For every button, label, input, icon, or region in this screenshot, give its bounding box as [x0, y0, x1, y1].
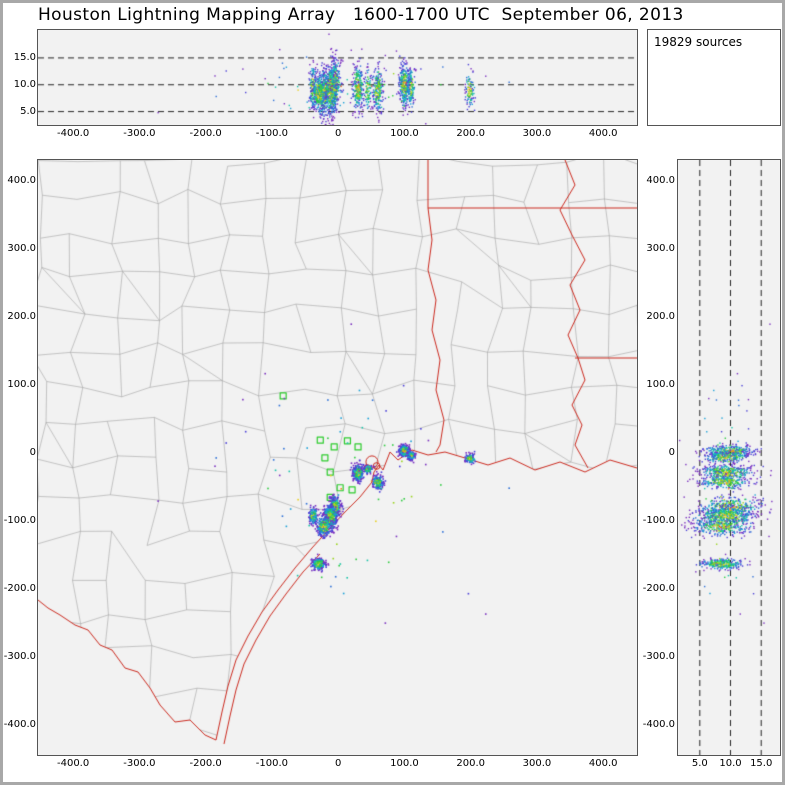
map-y-tick: 300.0	[7, 243, 36, 255]
top-alt-tick: 15.0	[13, 51, 36, 63]
map-x-tick: 100.0	[390, 758, 419, 769]
right-y-tick: -300.0	[642, 651, 675, 663]
top-x-tick: -200.0	[189, 128, 222, 139]
map-x-tick: -300.0	[123, 758, 156, 769]
top-x-tick: 200.0	[456, 128, 485, 139]
right-y-tick: -400.0	[642, 719, 675, 731]
right-alt-tick: 5.0	[691, 758, 708, 769]
sources-count-box: 19829 sources	[647, 29, 781, 126]
map-x-tick: 200.0	[456, 758, 485, 769]
map-y-tick: 0	[29, 447, 36, 459]
map-x-tick: -200.0	[189, 758, 222, 769]
right-y-tick: -200.0	[642, 583, 675, 595]
map-x-tick: 300.0	[522, 758, 552, 769]
page-title: Houston Lightning Mapping Array 1600-170…	[38, 5, 684, 25]
top-x-tick: 300.0	[522, 128, 552, 139]
map-y-tick: -300.0	[3, 651, 36, 663]
top-x-tick: -400.0	[56, 128, 90, 139]
altitude-vs-eastwest-panel[interactable]	[37, 29, 638, 126]
map-x-tick: 400.0	[588, 758, 618, 769]
right-alt-tick: 15.0	[750, 758, 773, 769]
top-alt-tick: 5.0	[20, 105, 36, 117]
right-y-tick: 300.0	[646, 243, 675, 255]
altitude-vs-northsouth-panel[interactable]	[677, 159, 781, 756]
map-y-tick: -400.0	[3, 719, 36, 731]
right-y-tick: 0	[668, 447, 675, 459]
right-y-tick: 200.0	[646, 311, 675, 323]
right-y-tick: 400.0	[646, 175, 675, 187]
map-y-tick: 400.0	[7, 175, 36, 187]
top-x-tick: -100.0	[255, 128, 289, 139]
map-y-tick: 200.0	[7, 311, 36, 323]
sources-count-label: 19829 sources	[654, 35, 743, 49]
map-x-tick: -100.0	[255, 758, 289, 769]
top-x-tick: -300.0	[123, 128, 156, 139]
map-x-tick: -400.0	[56, 758, 90, 769]
map-y-tick: -100.0	[3, 515, 36, 527]
right-alt-tick: 10.0	[719, 758, 742, 769]
top-alt-tick: 10.0	[13, 78, 36, 90]
map-y-tick: 100.0	[7, 379, 36, 391]
right-y-tick: -100.0	[642, 515, 675, 527]
top-x-tick: 400.0	[588, 128, 618, 139]
map-y-tick: -200.0	[3, 583, 36, 595]
map-x-tick: 0	[334, 758, 342, 769]
plan-view-map-panel[interactable]	[37, 159, 638, 756]
right-y-tick: 100.0	[646, 379, 675, 391]
top-x-tick: 100.0	[390, 128, 419, 139]
top-x-tick: 0	[334, 128, 342, 139]
